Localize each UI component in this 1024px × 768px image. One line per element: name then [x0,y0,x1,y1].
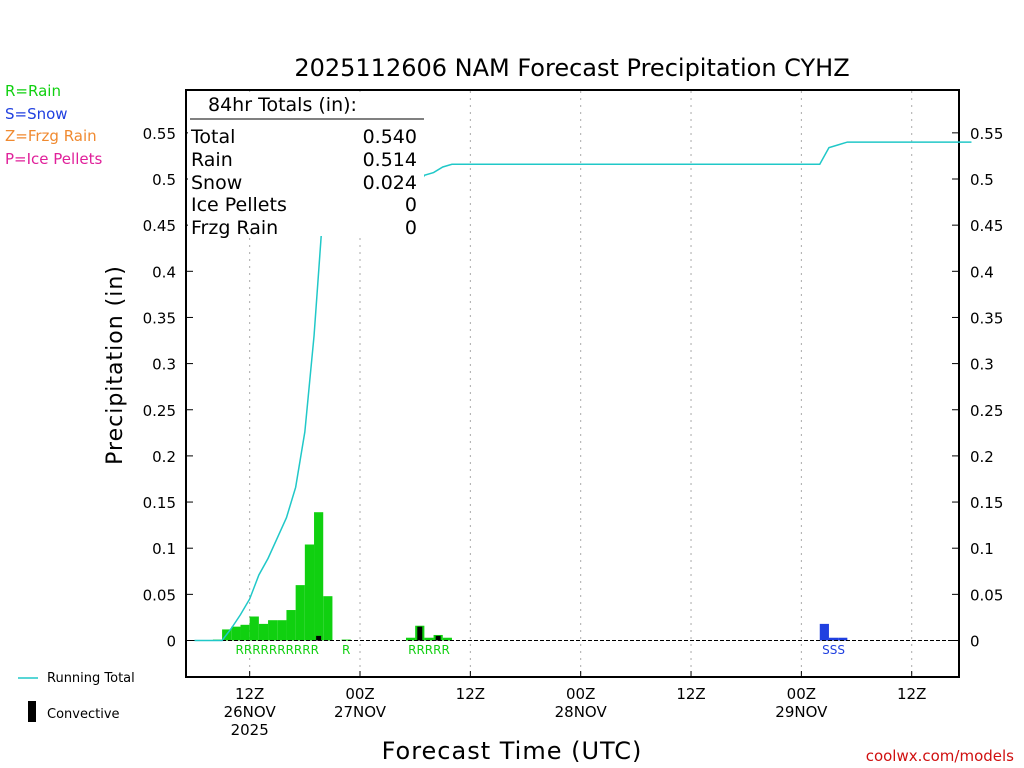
x-tick-label: 12Z [897,685,926,703]
x-tick-label: 27NOV [334,703,387,721]
x-tick-label: 00Z [566,685,595,703]
totals-value-freezing-rain: 0 [405,217,417,239]
ptype-legend: R=Rain S=Snow Z=Frzg Rain P=Ice Pellets [5,82,102,168]
precip-type-letters: R [342,643,350,657]
y-tick-label-right: 0.05 [970,586,1003,604]
convective-bar [417,626,423,641]
y-ticks-right: 0 0.05 0.1 0.15 0.2 0.25 0.3 0.35 0.4 0.45 0.5 0.55 [952,125,1003,651]
convective-bars [316,626,441,641]
precip-type-letters: RRRRR [408,643,450,657]
x-tick-label: 12Z [676,685,705,703]
rain-bar [323,596,333,641]
y-tick-label-left: 0.2 [152,448,176,466]
totals-label-freezing-rain: Frzg Rain [191,217,278,239]
rain-bar [249,616,259,641]
credit-text: coolwx.com/models [866,747,1014,765]
y-tick-label-left: 0.5 [152,171,176,189]
legend-snow: S=Snow [5,105,68,123]
rain-bar [231,626,241,641]
y-tick-label-right: 0.4 [970,263,994,281]
rain-bar [304,544,315,641]
x-tick-label: 12Z [456,685,485,703]
y-tick-label-right: 0 [970,633,980,651]
totals-value-snow: 0.024 [363,172,417,194]
legend-freezing-rain: Z=Frzg Rain [5,127,97,145]
chart-title: 2025112606 NAM Forecast Precipitation CY… [294,54,849,82]
y-tick-label-right: 0.35 [970,309,1003,327]
x-tick-label: 26NOV [224,703,277,721]
y-tick-label-left: 0.3 [152,356,176,374]
y-tick-label-left: 0 [166,633,176,651]
x-tick-label: 00Z [787,685,816,703]
totals-label-rain: Rain [191,149,233,171]
y-tick-label-left: 0.55 [143,125,176,143]
totals-value-total: 0.540 [363,126,417,148]
x-tick-label: 2025 [231,721,269,739]
rain-bar [442,637,452,641]
y-tick-label-right: 0.15 [970,494,1003,512]
x-tick-label: 12Z [235,685,264,703]
convective-bar [435,635,441,641]
rain-bar [286,610,296,641]
y-tick-label-left: 0.25 [143,402,176,420]
y-tick-label-left: 0.05 [143,586,176,604]
totals-box: 84hr Totals (in): Total 0.540 Rain 0.514… [188,92,424,239]
running-total-legend-label: Running Total [47,671,135,686]
convective-legend-label: Convective [47,707,120,722]
legend-ice-pellets: P=Ice Pellets [5,150,102,168]
rain-bar [268,620,278,641]
y-tick-label-right: 0.25 [970,402,1003,420]
totals-box-bg [188,92,424,236]
totals-header: 84hr Totals (in): [208,94,357,116]
y-tick-label-right: 0.1 [970,540,994,558]
y-tick-label-left: 0.1 [152,540,176,558]
rain-bar [314,512,324,641]
bottom-legend: Running Total Convective [18,671,135,722]
totals-label-snow: Snow [191,172,242,194]
totals-value-rain: 0.514 [363,149,417,171]
y-tick-label-right: 0.55 [970,125,1003,143]
totals-label-ice-pellets: Ice Pellets [191,194,287,216]
y-tick-label-right: 0.3 [970,356,994,374]
precip-type-letters: SSS [822,643,845,657]
y-tick-label-left: 0.4 [152,263,176,281]
y-tick-label-left: 0.45 [143,217,176,235]
plot-frame [185,89,960,678]
totals-value-ice-pellets: 0 [405,194,417,216]
y-tick-label-left: 0.15 [143,494,176,512]
rain-bar [295,585,305,641]
rain-bar [405,637,416,641]
rain-bar [424,637,434,641]
y-ticks-left: 0 0.05 0.1 0.15 0.2 0.25 0.3 0.35 0.4 0.45 0.5 0.55 [143,125,193,651]
y-axis-label: Precipitation (in) [103,265,128,465]
snow-bar [819,623,829,641]
rain-bar [341,639,351,641]
totals-label-total: Total [190,126,235,148]
y-tick-label-left: 0.35 [143,309,176,327]
x-tick-label: 28NOV [555,703,608,721]
convective-bar [316,635,322,641]
x-axis-label: Forecast Time (UTC) [382,737,643,765]
y-tick-label-right: 0.45 [970,217,1003,235]
rain-bar [258,623,269,641]
y-tick-label-right: 0.5 [970,171,994,189]
rain-bar [240,624,250,641]
legend-rain: R=Rain [5,82,61,100]
rain-bar [277,620,287,641]
convective-legend-swatch [28,701,36,722]
precip-type-letters: RRRRRRRRRR [236,643,319,657]
precip-type-row: RRRRRRRRRR R RRRRR SSS [236,643,845,657]
snow-bar [838,637,848,641]
snow-bar [828,637,839,641]
x-tick-label: 29NOV [775,703,828,721]
precip-bars [212,512,848,641]
x-tick-label: 00Z [345,685,374,703]
y-tick-label-right: 0.2 [970,448,994,466]
